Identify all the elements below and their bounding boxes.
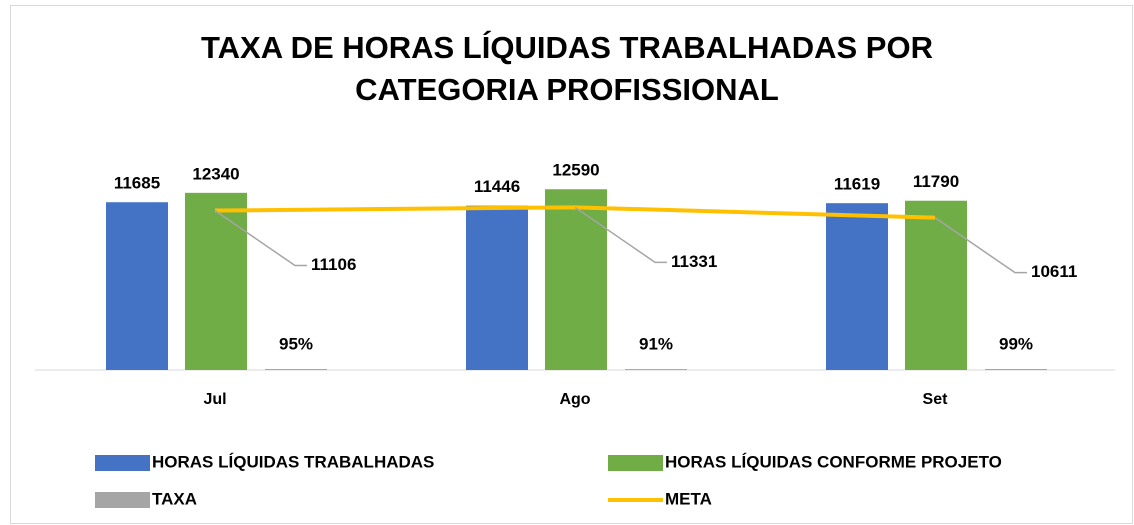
bar bbox=[265, 369, 327, 370]
data-label: 95% bbox=[279, 334, 313, 353]
data-label: 11790 bbox=[913, 172, 959, 191]
data-label: 91% bbox=[639, 334, 673, 353]
legend-swatch bbox=[95, 455, 150, 471]
x-tick-label: Set bbox=[923, 391, 949, 408]
line bbox=[214, 205, 936, 220]
chart-title: TAXA DE HORAS LÍQUIDAS TRABALHADAS POR bbox=[201, 30, 933, 65]
bar bbox=[106, 202, 168, 370]
x-tick-label: Jul bbox=[203, 391, 226, 408]
data-label: 11331 bbox=[671, 252, 717, 271]
leader-line bbox=[214, 209, 307, 267]
data-label: 11446 bbox=[474, 177, 520, 196]
legend-label: HORAS LÍQUIDAS CONFORME PROJETO bbox=[665, 452, 1002, 471]
legend-label: HORAS LÍQUIDAS TRABALHADAS bbox=[152, 452, 434, 471]
chart-title: CATEGORIA PROFISSIONAL bbox=[355, 72, 779, 107]
data-label: 11685 bbox=[114, 174, 160, 193]
data-label: 12340 bbox=[192, 164, 239, 183]
bar bbox=[985, 369, 1047, 370]
data-label: 99% bbox=[999, 334, 1033, 353]
bar bbox=[625, 369, 687, 370]
bar bbox=[185, 192, 247, 370]
leader-line bbox=[934, 217, 1027, 274]
data-label: 12590 bbox=[552, 161, 599, 180]
bar bbox=[466, 205, 528, 370]
legend-label: TAXA bbox=[152, 489, 197, 508]
bar bbox=[545, 189, 607, 370]
data-label: 11106 bbox=[311, 255, 356, 274]
bar bbox=[905, 200, 967, 370]
x-tick-label: Ago bbox=[559, 391, 590, 408]
legend-swatch bbox=[95, 492, 150, 508]
data-label: 10611 bbox=[1031, 262, 1077, 281]
data-label: 11619 bbox=[834, 175, 880, 194]
leader-line bbox=[574, 206, 667, 264]
legend-label: META bbox=[665, 489, 712, 508]
legend-swatch bbox=[608, 455, 663, 471]
bar bbox=[826, 203, 888, 370]
